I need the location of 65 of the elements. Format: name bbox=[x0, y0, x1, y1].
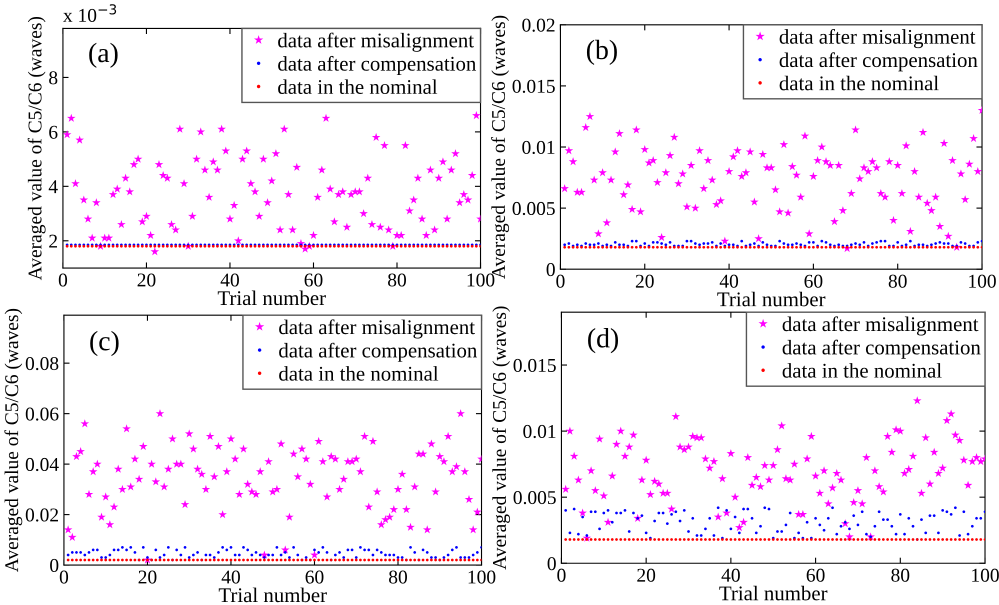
y-tick-label: 0.04 bbox=[26, 458, 59, 472]
legend-label: data after compensation bbox=[780, 52, 978, 72]
legend-label: data after misalignment bbox=[780, 28, 976, 48]
x-tick-label: 80 bbox=[888, 274, 907, 288]
y-tick-label: 0.02 bbox=[26, 508, 58, 522]
x-tick-label: 100 bbox=[972, 568, 999, 582]
x-tick-label: 100 bbox=[969, 274, 996, 288]
x-tick-label: 20 bbox=[138, 570, 156, 584]
legend-label: data after compensation bbox=[782, 340, 981, 359]
y-tick-label: 0.005 bbox=[512, 202, 555, 216]
x-tick-label: 40 bbox=[720, 274, 738, 288]
x-tick-label: 0 bbox=[60, 570, 68, 584]
x-tick-label: 20 bbox=[138, 273, 156, 287]
x-tick-label: 0 bbox=[556, 274, 565, 288]
x-tick-label: 80 bbox=[388, 273, 406, 287]
x-tick-label: 100 bbox=[468, 570, 496, 584]
legend-label: data after misalignment bbox=[782, 316, 978, 336]
legend-label: data after misalignment bbox=[279, 319, 475, 339]
annotation: (c) bbox=[90, 330, 119, 356]
y-tick-label: 0 bbox=[50, 558, 58, 572]
y-axis-title: Averaged value of C5/C6 (waves) bbox=[4, 308, 22, 572]
text: x 10$^{−3}$ bbox=[63, 4, 116, 22]
x-tick-label: 80 bbox=[891, 568, 910, 582]
x-tick-label: 0 bbox=[58, 273, 68, 287]
x-tick-label: 0 bbox=[557, 568, 566, 582]
annotation: (b) bbox=[586, 40, 617, 65]
legend-label: data after compensation bbox=[278, 56, 476, 76]
x-axis-title: Trial number bbox=[218, 588, 327, 602]
legend-label: data after misalignment bbox=[278, 32, 474, 52]
x-axis-title: Trial number bbox=[719, 586, 828, 600]
x-tick-label: 40 bbox=[222, 570, 240, 584]
y-tick-label: 0.06 bbox=[26, 407, 58, 421]
legend-label: data in the nominal bbox=[278, 79, 438, 94]
x-tick-label: 60 bbox=[806, 568, 825, 582]
y-tick-label: 0.015 bbox=[512, 80, 555, 93]
x-tick-label: 20 bbox=[637, 568, 656, 582]
x-axis-title: Trial number bbox=[717, 292, 826, 306]
y-tick-label: 0 bbox=[546, 263, 555, 276]
legend-label: data in the nominal bbox=[279, 366, 438, 381]
x-tick-label: 80 bbox=[389, 570, 407, 584]
legend-label: data after compensation bbox=[279, 342, 478, 362]
y-tick-label: 2 bbox=[49, 234, 58, 248]
y-axis-title: Averaged value of C5/C6 (waves) bbox=[492, 306, 510, 570]
x-tick-label: 20 bbox=[636, 274, 654, 288]
y-tick-label: 0.01 bbox=[522, 140, 554, 154]
y-tick-label: 8 bbox=[49, 71, 58, 84]
x-tick-label: 40 bbox=[220, 273, 239, 287]
y-tick-label: 4 bbox=[48, 180, 58, 194]
x-tick-label: 40 bbox=[722, 568, 740, 582]
y-tick-label: 0.02 bbox=[522, 18, 555, 32]
annotation: (d) bbox=[588, 328, 618, 354]
y-tick-label: 0.01 bbox=[523, 424, 556, 438]
x-tick-label: 60 bbox=[804, 274, 822, 288]
y-tick-label: 0.005 bbox=[514, 491, 556, 504]
y-axis-title: Averaged value of C5/C6 (waves) bbox=[28, 16, 46, 280]
x-tick-label: 60 bbox=[304, 273, 322, 287]
y-tick-label: 0.08 bbox=[26, 356, 58, 370]
legend-label: data in the nominal bbox=[782, 363, 942, 378]
x-axis-title: Trial number bbox=[218, 290, 326, 306]
legend-label: data in the nominal bbox=[780, 76, 939, 90]
y-tick-label: 0.015 bbox=[514, 358, 556, 372]
y-tick-label: 0 bbox=[548, 557, 556, 570]
x-tick-label: 60 bbox=[306, 570, 324, 584]
y-tick-label: 6 bbox=[49, 126, 58, 139]
annotation: (a) bbox=[89, 42, 118, 68]
